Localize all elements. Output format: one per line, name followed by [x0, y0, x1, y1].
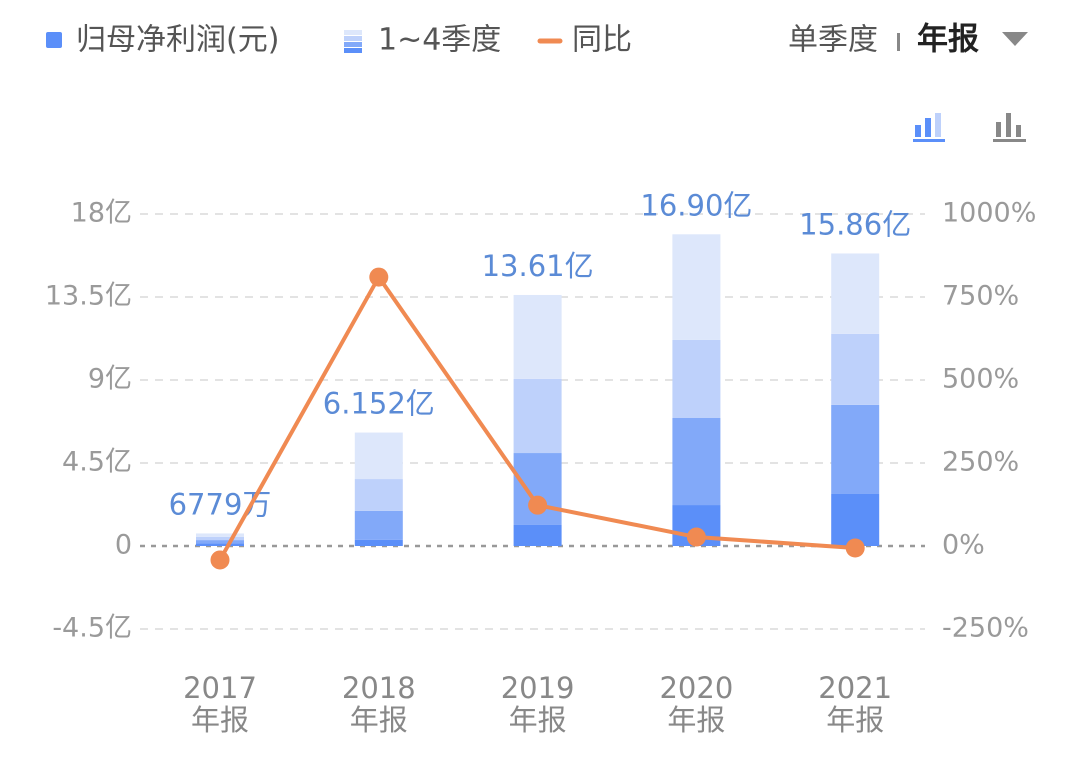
bar-segment — [196, 536, 244, 541]
x-tick-label: 年报 — [509, 703, 567, 737]
control-quarter[interactable]: 单季度 — [788, 23, 878, 58]
value-label: 15.86亿 — [799, 207, 911, 241]
bar-segment — [354, 432, 403, 480]
value-label: 16.90亿 — [640, 188, 752, 222]
legend-label: 1~4季度 — [378, 23, 501, 58]
x-tick-label: 2020 — [659, 671, 733, 705]
legend-label: 归母净利润(元) — [76, 23, 279, 58]
y2-tick-label: 250% — [942, 447, 1019, 478]
bar-segment — [513, 294, 562, 379]
y2-tick-label: -250% — [942, 613, 1029, 644]
dropdown-arrow[interactable] — [1002, 32, 1028, 46]
legend-label: 同比 — [572, 23, 632, 58]
bar-segment — [672, 234, 721, 340]
line-point — [686, 527, 706, 547]
bar-segment — [672, 339, 721, 418]
value-label: 13.61亿 — [482, 249, 594, 283]
bar-segment — [831, 333, 880, 405]
y2-tick-label: 500% — [942, 364, 1019, 395]
x-tick-label: 2017 — [183, 671, 257, 705]
stacked-icon[interactable] — [913, 113, 945, 142]
y-tick-label: 13.5亿 — [45, 281, 132, 312]
bar-segment — [196, 543, 244, 546]
line-point — [845, 538, 865, 558]
bar-segment — [196, 540, 244, 544]
bar-segment — [672, 417, 721, 506]
y-tick-label: 18亿 — [71, 198, 132, 229]
legend-swatch-quarters — [344, 30, 362, 53]
line-point — [369, 267, 389, 287]
x-tick-label: 2019 — [501, 671, 575, 705]
bar-segment — [354, 510, 403, 540]
bar-segment — [831, 493, 880, 546]
bar-segment — [513, 524, 562, 546]
x-tick-label: 年报 — [667, 703, 725, 737]
line-point — [528, 495, 548, 515]
y2-tick-label: 1000% — [942, 198, 1036, 229]
y2-tick-label: 0% — [942, 530, 985, 561]
y-tick-label: 0 — [115, 530, 132, 561]
control-annual[interactable]: 年报 — [917, 22, 979, 58]
divider — [897, 33, 900, 51]
value-label: 6779万 — [169, 487, 272, 521]
x-tick-label: 2018 — [342, 671, 416, 705]
bar-icon[interactable] — [993, 113, 1026, 142]
x-tick-label: 年报 — [350, 703, 408, 737]
y-tick-label: -4.5亿 — [52, 613, 132, 644]
x-tick-label: 2021 — [818, 671, 892, 705]
y-tick-label: 4.5亿 — [62, 447, 132, 478]
value-label: 6.152亿 — [323, 387, 435, 421]
x-tick-label: 年报 — [826, 703, 884, 737]
x-tick-label: 年报 — [191, 703, 249, 737]
bar-segment — [354, 539, 403, 546]
legend-swatch — [46, 32, 62, 48]
y2-tick-label: 750% — [942, 281, 1019, 312]
bar-segment — [831, 253, 880, 334]
bar-segment — [513, 378, 562, 454]
line-point — [210, 550, 230, 570]
bar-segment — [196, 533, 244, 537]
y-tick-label: 9亿 — [88, 364, 132, 395]
bar-segment — [831, 404, 880, 494]
bar-segment — [354, 479, 403, 511]
